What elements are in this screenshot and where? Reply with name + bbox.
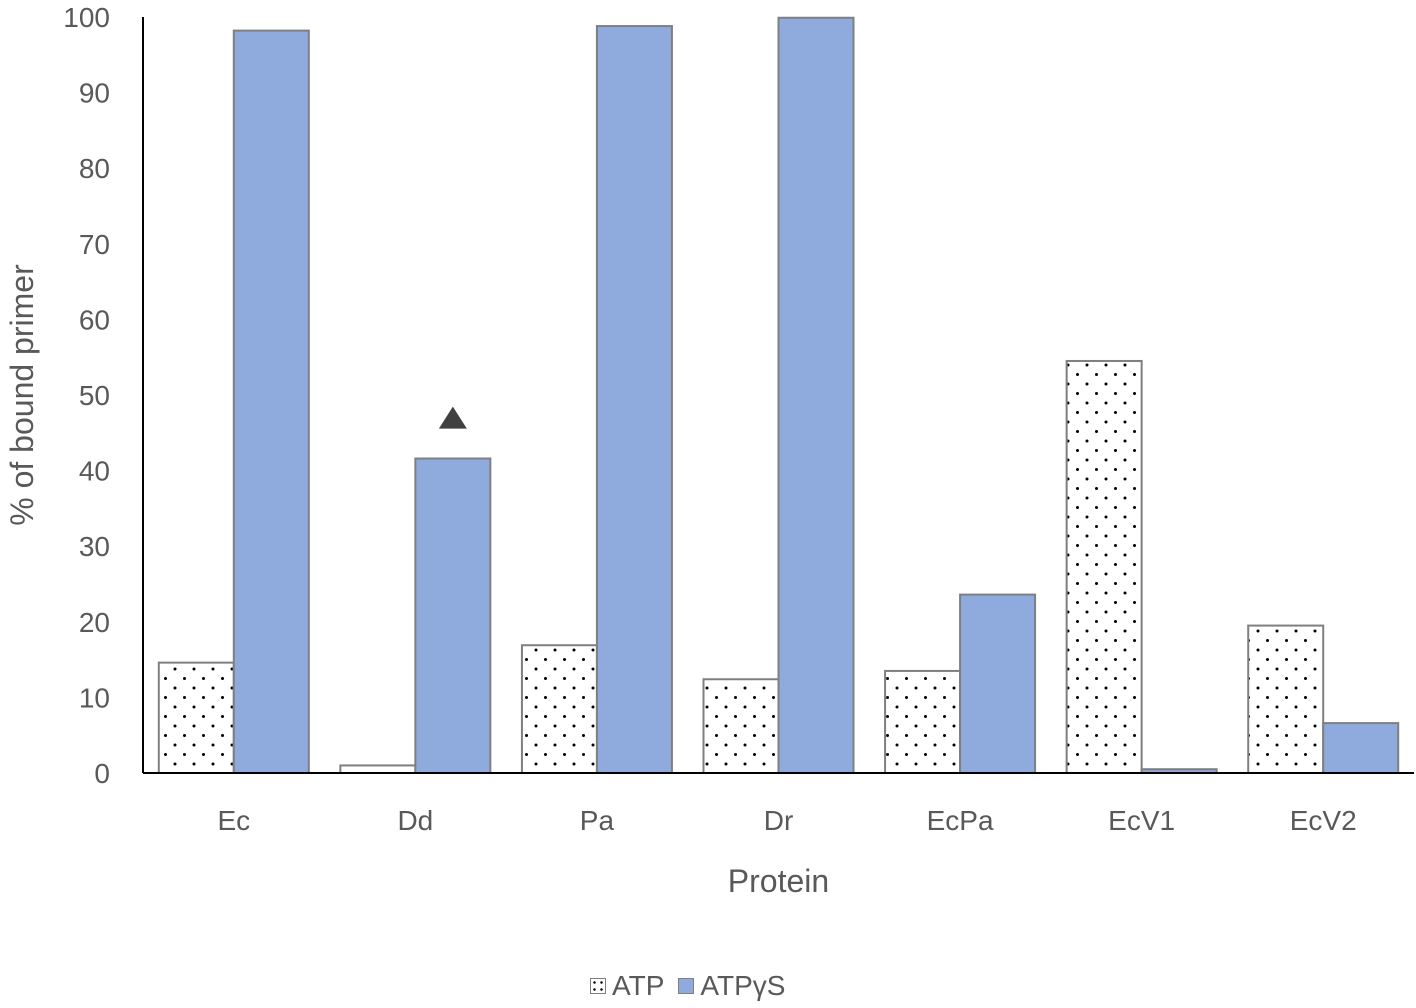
bar-atpgs-ecpa [959,593,1037,774]
bar-atp-ec [157,661,235,775]
triangle-marker-icon [438,406,467,429]
bar-atp-dr [702,678,780,774]
y-tick-label: 30 [79,531,110,562]
x-tick-label: Dd [397,805,433,836]
x-tick-label: EcV2 [1290,805,1357,836]
x-axis-title: Protein [728,863,829,899]
y-tick-label: 80 [79,153,110,184]
bar-atp-ecv1 [1065,359,1143,774]
y-tick-label: 90 [79,78,110,109]
x-tick-label: Ec [217,805,250,836]
bar-atpgs-ecv2 [1322,722,1400,775]
annotations-group [438,406,467,429]
bar-atp-ecv2 [1247,624,1325,775]
x-tick-label: EcV1 [1108,805,1175,836]
y-tick-label: 10 [79,682,110,713]
y-tick-label: 40 [79,456,110,487]
bar-atp-dd [339,764,417,775]
bar-atp-pa [520,644,598,775]
legend: ATP ATPγS [590,968,799,1004]
bar-atpgs-ec [232,29,310,775]
y-tick-label: 50 [79,380,110,411]
x-tick-label: Dr [764,805,794,836]
y-tick-label: 20 [79,607,110,638]
legend-swatch-atp [590,978,606,994]
x-tick-label: Pa [580,805,615,836]
y-tick-labels: 0 10 20 30 40 50 60 70 80 90 100 [63,2,110,789]
legend-item-atpgs: ATPγS [678,970,785,1002]
x-tick-label: EcPa [927,805,994,836]
y-tick-label: 70 [79,229,110,260]
legend-label-atp: ATP [612,970,665,1001]
bar-atpgs-dr [777,16,855,775]
y-tick-label: 0 [94,758,110,789]
legend-swatch-atpgs [678,978,695,994]
bars-group [157,16,1400,775]
y-tick-label: 100 [63,2,110,33]
x-tick-labels: Ec Dd Pa Dr EcPa EcV1 EcV2 [217,805,1356,836]
bar-atpgs-pa [595,25,673,774]
y-axis-title: % of bound primer [4,264,40,526]
legend-item-atp: ATP [590,970,664,1002]
y-tick-label: 60 [79,304,110,335]
bar-atp-ecpa [884,669,962,774]
bar-atpgs-dd [414,457,492,774]
legend-label-atpgs: ATPγS [700,970,786,1001]
